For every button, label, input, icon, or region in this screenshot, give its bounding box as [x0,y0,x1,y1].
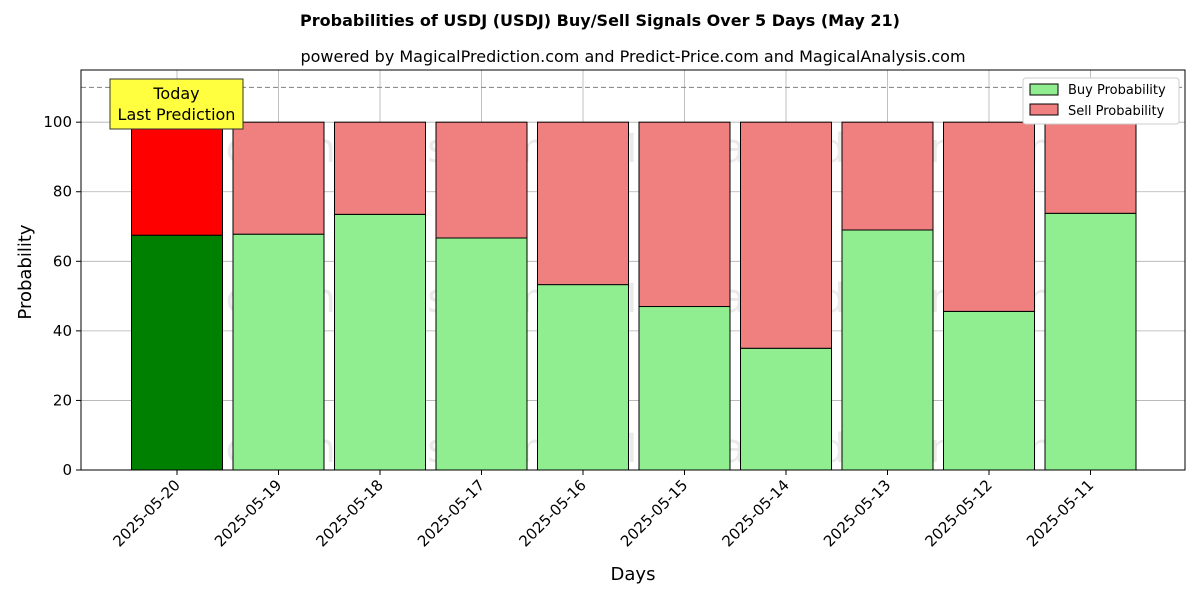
x-tick-label: 2025-05-14 [718,476,792,550]
legend-label-buy: Buy Probability [1068,83,1166,98]
bar-buy [537,284,629,471]
legend-label-sell: Sell Probability [1068,104,1165,119]
bar-buy [740,347,832,471]
x-tick-label: 2025-05-11 [1023,476,1097,550]
annotation-line-today: Today [152,84,199,103]
x-tick-label: 2025-05-19 [211,476,285,550]
y-axis-label: Probability [15,224,36,319]
y-tick-label: 80 [53,183,72,201]
legend-frame [1022,77,1180,125]
x-tick-label: 2025-05-17 [414,476,488,550]
y-tick-label: 100 [43,113,72,131]
bar-sell [1044,121,1137,214]
x-tick-label: 2025-05-15 [617,476,691,550]
bar-sell [232,121,325,235]
bar-buy [334,213,426,471]
bar-buy [841,229,934,471]
bar-buy [943,310,1035,471]
y-tick-label: 60 [53,252,72,270]
y-tick-label: 20 [53,391,72,409]
x-tick-label: 2025-05-20 [109,476,183,550]
plot-frame [80,69,1186,471]
x-tick-label: 2025-05-16 [515,476,589,550]
bar-sell [131,121,223,236]
legend: Buy Probability Sell Probability [1022,77,1180,125]
legend-swatch-sell [1029,103,1059,116]
y-tick-label: 0 [62,461,72,479]
bar-sell [638,121,731,308]
x-tick-label: 2025-05-12 [921,476,995,550]
bar-sell [435,121,528,239]
bar-buy [435,237,528,471]
bar-layer [131,121,1137,471]
chart-subtitle: powered by MagicalPrediction.com and Pre… [300,47,965,66]
legend-swatch-buy [1029,83,1059,96]
bar-sell [537,121,629,286]
today-annotation: Today Last Prediction [109,78,244,130]
bar-sell [841,121,934,231]
annotation-line-last-prediction: Last Prediction [118,105,236,124]
y-tick-label: 40 [53,322,72,340]
bar-buy [1044,212,1137,471]
bar-buy [131,234,223,471]
x-axis-label: Days [611,564,656,585]
x-tick-label: 2025-05-13 [820,476,894,550]
bar-sell [943,121,1035,312]
chart-title: Probabilities of USDJ (USDJ) Buy/Sell Si… [300,11,900,30]
annotation-box [109,78,244,130]
bar-buy [232,233,325,471]
bar-buy [638,306,731,471]
bar-sell [334,121,426,215]
bar-sell [740,121,832,349]
x-tick-label: 2025-05-18 [312,476,386,550]
